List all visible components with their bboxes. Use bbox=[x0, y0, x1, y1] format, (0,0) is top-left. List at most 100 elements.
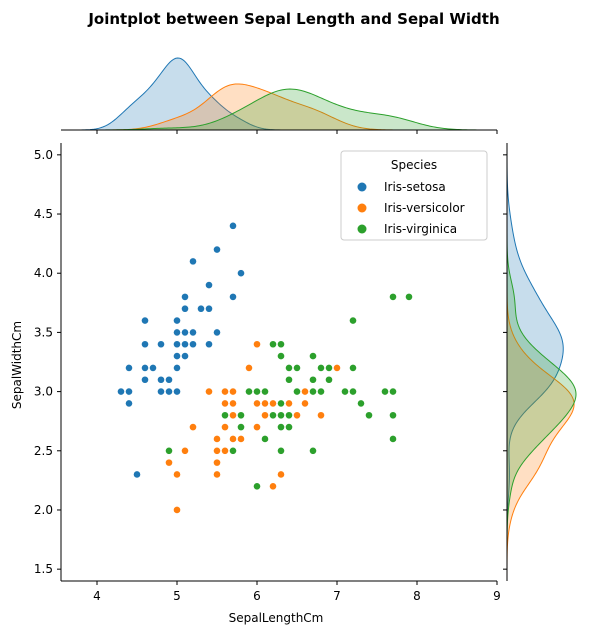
legend-label-iris-setosa: Iris-setosa bbox=[384, 180, 446, 194]
scatter-point-iris-setosa bbox=[181, 352, 189, 360]
legend-marker-iris-versicolor bbox=[357, 203, 367, 213]
scatter-point-iris-virginica bbox=[309, 352, 317, 360]
scatter-point-iris-virginica bbox=[309, 387, 317, 396]
x-tick-label: 6 bbox=[253, 589, 261, 603]
x-tick-label: 7 bbox=[333, 589, 341, 603]
right-marginal-kde bbox=[503, 143, 577, 581]
scatter-point-iris-virginica bbox=[341, 387, 349, 396]
scatter-point-iris-setosa bbox=[173, 316, 181, 325]
scatter-point-iris-virginica bbox=[253, 482, 261, 491]
y-tick-label: 2.5 bbox=[34, 444, 53, 458]
scatter-point-iris-setosa bbox=[157, 387, 165, 396]
y-axis-title: SepalWidthCm bbox=[10, 321, 24, 409]
scatter-point-iris-setosa bbox=[181, 340, 189, 349]
kde-y-iris-virginica bbox=[506, 143, 577, 581]
scatter-point-iris-versicolor bbox=[269, 399, 277, 408]
scatter-point-iris-setosa bbox=[141, 364, 149, 372]
scatter-point-iris-setosa bbox=[125, 364, 133, 372]
scatter-point-iris-virginica bbox=[285, 375, 293, 384]
kde-x-iris-virginica bbox=[61, 88, 498, 131]
scatter-point-iris-virginica bbox=[357, 399, 365, 408]
scatter-point-iris-virginica bbox=[285, 411, 293, 420]
scatter-point-iris-versicolor bbox=[213, 435, 221, 443]
scatter-point-iris-setosa bbox=[205, 281, 213, 289]
scatter-point-iris-versicolor bbox=[237, 435, 245, 443]
scatter-point-iris-versicolor bbox=[173, 506, 181, 514]
scatter-point-iris-virginica bbox=[381, 387, 389, 396]
scatter-point-iris-versicolor bbox=[229, 387, 237, 396]
scatter-point-iris-virginica bbox=[325, 375, 333, 384]
scatter-point-iris-versicolor bbox=[253, 423, 261, 432]
scatter-point-iris-setosa bbox=[229, 221, 237, 230]
scatter-point-iris-setosa bbox=[205, 340, 213, 349]
scatter-point-iris-setosa bbox=[189, 328, 197, 337]
axes: 4 5 6 7 8 9 1.5 2.0 2.5 3.0 3.5 4.0 4.5 5.0 bbox=[34, 143, 501, 603]
scatter-point-iris-virginica bbox=[309, 375, 317, 384]
scatter-point-iris-setosa bbox=[125, 399, 133, 408]
y-tick-label: 5.0 bbox=[34, 148, 53, 162]
scatter-point-iris-virginica bbox=[245, 387, 253, 396]
scatter-point-iris-versicolor bbox=[301, 399, 309, 408]
scatter-point-iris-setosa bbox=[205, 304, 213, 313]
scatter-points bbox=[117, 221, 413, 514]
scatter-point-iris-versicolor bbox=[205, 387, 213, 396]
scatter-point-iris-virginica bbox=[269, 340, 277, 349]
scatter-point-iris-versicolor bbox=[317, 411, 325, 420]
x-axis-title: SepalLengthCm bbox=[229, 611, 324, 625]
x-tick-label: 9 bbox=[493, 589, 501, 603]
scatter-point-iris-virginica bbox=[285, 423, 293, 432]
scatter-point-iris-versicolor bbox=[277, 470, 285, 479]
scatter-point-iris-versicolor bbox=[229, 435, 237, 443]
scatter-point-iris-setosa bbox=[157, 340, 165, 349]
scatter-point-iris-virginica bbox=[253, 387, 261, 396]
scatter-point-iris-setosa bbox=[173, 387, 181, 396]
scatter-point-iris-virginica bbox=[349, 387, 357, 396]
scatter-point-iris-versicolor bbox=[269, 482, 277, 491]
scatter-point-iris-virginica bbox=[165, 446, 173, 455]
scatter-point-iris-virginica bbox=[261, 435, 269, 443]
scatter-point-iris-virginica bbox=[277, 399, 285, 408]
scatter-point-iris-setosa bbox=[125, 387, 133, 396]
scatter-point-iris-setosa bbox=[173, 352, 181, 360]
scatter-point-iris-versicolor bbox=[165, 458, 173, 467]
scatter-point-iris-virginica bbox=[261, 387, 269, 396]
scatter-point-iris-virginica bbox=[365, 411, 373, 420]
scatter-point-iris-versicolor bbox=[221, 399, 229, 408]
scatter-point-iris-versicolor bbox=[189, 423, 197, 432]
scatter-point-iris-versicolor bbox=[333, 364, 341, 372]
scatter-point-iris-virginica bbox=[277, 340, 285, 349]
scatter-point-iris-virginica bbox=[293, 364, 301, 372]
y-tick-label: 2.0 bbox=[34, 503, 53, 517]
scatter-point-iris-versicolor bbox=[229, 399, 237, 408]
scatter-point-iris-virginica bbox=[317, 364, 325, 372]
scatter-point-iris-setosa bbox=[133, 470, 141, 479]
scatter-point-iris-setosa bbox=[117, 387, 125, 396]
scatter-point-iris-setosa bbox=[141, 375, 149, 384]
scatter-point-iris-versicolor bbox=[229, 411, 237, 420]
scatter-point-iris-versicolor bbox=[253, 399, 261, 408]
legend-label-iris-versicolor: Iris-versicolor bbox=[384, 201, 465, 215]
scatter-point-iris-versicolor bbox=[301, 387, 309, 396]
legend-marker-iris-setosa bbox=[357, 182, 367, 192]
scatter-point-iris-setosa bbox=[181, 292, 189, 301]
scatter-point-iris-versicolor bbox=[245, 364, 253, 372]
scatter-point-iris-virginica bbox=[317, 387, 325, 396]
scatter-point-iris-virginica bbox=[389, 292, 397, 301]
x-tick-label: 4 bbox=[93, 589, 101, 603]
scatter-point-iris-virginica bbox=[237, 423, 245, 432]
scatter-point-iris-versicolor bbox=[213, 470, 221, 479]
scatter-point-iris-virginica bbox=[325, 364, 333, 372]
scatter-point-iris-setosa bbox=[213, 245, 221, 254]
scatter-point-iris-versicolor bbox=[293, 411, 301, 420]
scatter-point-iris-versicolor bbox=[213, 446, 221, 455]
y-tick-label: 3.5 bbox=[34, 325, 53, 339]
scatter-point-iris-setosa bbox=[213, 328, 221, 337]
scatter-point-iris-virginica bbox=[277, 411, 285, 420]
scatter-point-iris-versicolor bbox=[181, 446, 189, 455]
scatter-point-iris-virginica bbox=[269, 411, 277, 420]
scatter-point-iris-virginica bbox=[349, 364, 357, 372]
scatter-point-iris-setosa bbox=[141, 316, 149, 325]
scatter-point-iris-virginica bbox=[349, 316, 357, 325]
scatter-point-iris-setosa bbox=[189, 257, 197, 266]
